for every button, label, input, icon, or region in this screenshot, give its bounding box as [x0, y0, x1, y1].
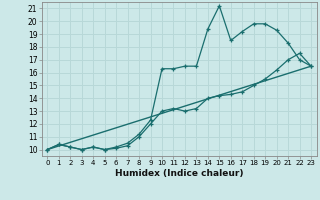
X-axis label: Humidex (Indice chaleur): Humidex (Indice chaleur): [115, 169, 244, 178]
